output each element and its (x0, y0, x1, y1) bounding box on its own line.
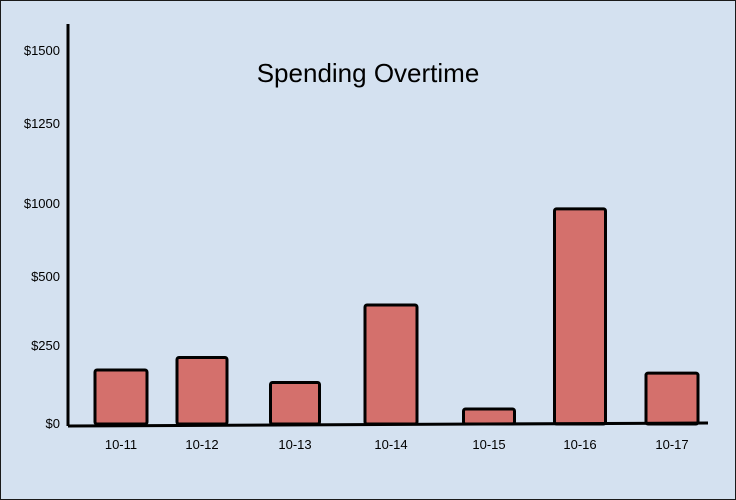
bar-10-15 (462, 407, 516, 426)
y-axis-labels: $0 $250 $500 $1000 $1250 $1500 (24, 43, 60, 431)
bars-group (93, 207, 700, 426)
x-tick-label: 10-16 (563, 437, 596, 452)
x-tick-label: 10-15 (472, 437, 505, 452)
bar-10-11 (93, 368, 149, 426)
bar-10-13 (269, 380, 321, 426)
y-tick-label: $500 (31, 269, 60, 284)
y-tick-label: $0 (46, 416, 60, 431)
chart-title: Spending Overtime (257, 58, 480, 88)
y-tick-label: $1500 (24, 43, 60, 58)
y-tick-label: $250 (31, 338, 60, 353)
bar-10-14 (363, 303, 419, 426)
bar-10-12 (175, 355, 229, 426)
bar-10-16 (553, 207, 607, 426)
x-axis-line (67, 421, 709, 428)
x-axis-labels: 10-11 10-12 10-13 10-14 10-15 10-16 10-17 (105, 437, 689, 452)
x-tick-label: 10-12 (185, 437, 218, 452)
y-tick-label: $1000 (24, 196, 60, 211)
bar-10-17 (644, 371, 700, 426)
y-tick-label: $1250 (24, 116, 60, 131)
x-tick-label: 10-14 (374, 437, 407, 452)
x-tick-label: 10-13 (278, 437, 311, 452)
x-tick-label: 10-11 (105, 437, 137, 452)
x-tick-label: 10-17 (655, 437, 688, 452)
